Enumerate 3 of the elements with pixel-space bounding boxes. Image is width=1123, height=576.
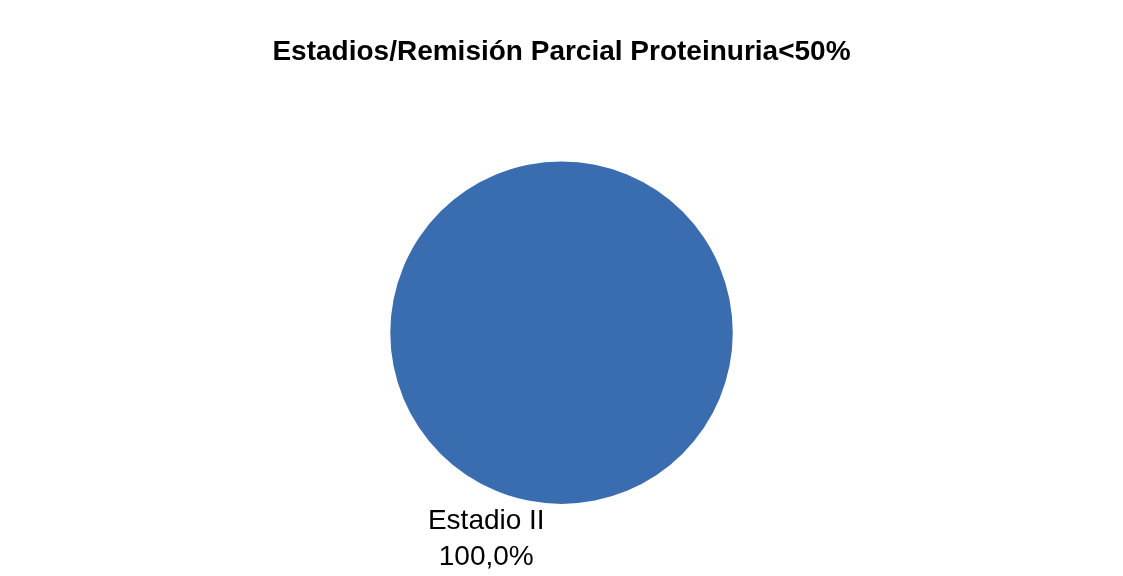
- chart-title: Estadios/Remisión Parcial Proteinuria<50%: [272, 34, 851, 66]
- data-label: 100,0%: [438, 540, 534, 572]
- slice-label: Estadio II: [427, 503, 545, 535]
